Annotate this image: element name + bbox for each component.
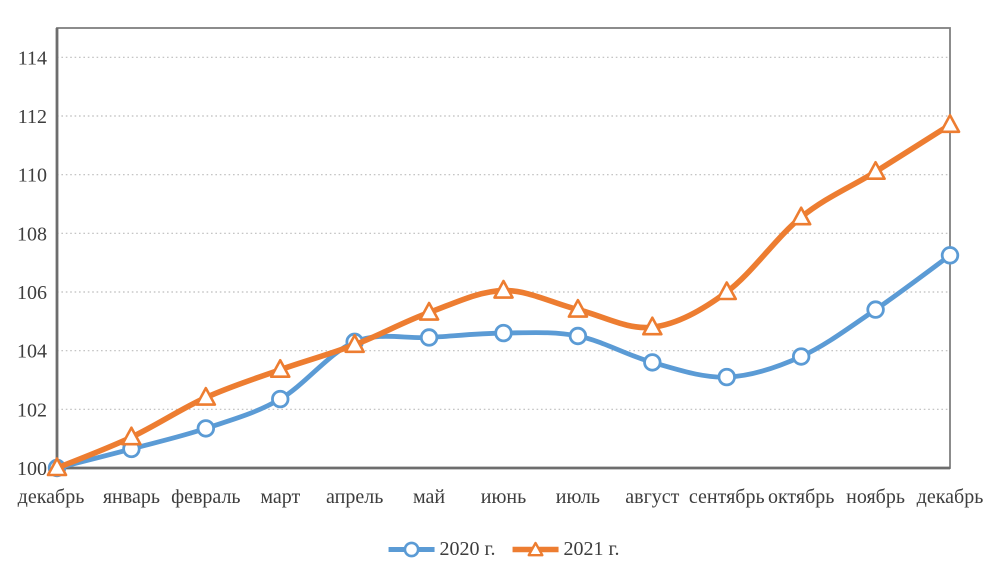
data-point-circle: [717, 367, 736, 387]
data-point-triangle: [865, 160, 886, 181]
data-point-circle: [419, 328, 439, 347]
x-axis-label: август: [625, 486, 679, 508]
x-axis-label: июль: [556, 486, 600, 508]
data-point-triangle: [269, 358, 291, 379]
data-point-triangle: [790, 206, 812, 226]
data-point-triangle: [344, 334, 365, 354]
data-point-circle: [271, 389, 290, 409]
data-point-triangle: [46, 457, 68, 477]
data-point-circle: [568, 326, 588, 346]
data-point-circle: [494, 323, 513, 343]
data-point-circle: [196, 419, 216, 438]
data-point-circle: [866, 300, 885, 319]
x-axis-label: апрель: [326, 486, 383, 508]
data-point-triangle: [493, 279, 514, 299]
x-axis-label: февраль: [171, 486, 240, 508]
legend-label-2021: 2021 г.: [563, 538, 620, 560]
data-point-triangle: [121, 426, 142, 446]
legend-marker-2020-icon: [388, 541, 435, 558]
y-tick-label: 112: [18, 106, 47, 128]
chart-legend: 2020 г. 2021 г.: [387, 538, 620, 561]
x-axis-label: май: [413, 486, 445, 508]
data-point-triangle: [716, 281, 738, 301]
data-point-triangle: [939, 114, 961, 134]
y-tick-label: 102: [17, 399, 47, 421]
legend-item-2021: 2021 г.: [511, 538, 620, 561]
x-axis-label: октябрь: [768, 486, 834, 508]
y-tick-label: 110: [18, 165, 47, 187]
y-tick-label: 106: [17, 282, 47, 304]
x-axis-label: январь: [103, 486, 160, 508]
legend-item-2020: 2020 г.: [387, 538, 496, 561]
line-chart-plot: 100 102 104 106 108 110 112 114 декабрь январь фев…: [17, 27, 984, 508]
legend-label-2020: 2020 г.: [439, 538, 496, 560]
data-point-triangle: [567, 298, 589, 318]
y-tick-label: 108: [17, 223, 47, 245]
legend-marker-2021-icon: [512, 541, 559, 557]
x-axis-label: декабрь: [917, 486, 984, 508]
x-axis-label: сентябрь: [689, 486, 765, 508]
data-point-circle: [643, 353, 662, 372]
data-point-triangle: [642, 316, 663, 336]
y-tick-label: 114: [18, 47, 47, 69]
x-axis-label: март: [260, 486, 300, 508]
x-axis-label: декабрь: [18, 486, 85, 508]
data-point-circle: [940, 246, 960, 265]
data-point-triangle: [418, 301, 440, 321]
x-axis-label: ноябрь: [846, 486, 905, 508]
data-point-triangle: [195, 386, 217, 406]
x-axis-label: июнь: [481, 486, 526, 508]
y-tick-label: 104: [17, 341, 47, 363]
y-tick-label: 100: [17, 458, 47, 480]
data-point-circle: [791, 347, 811, 366]
